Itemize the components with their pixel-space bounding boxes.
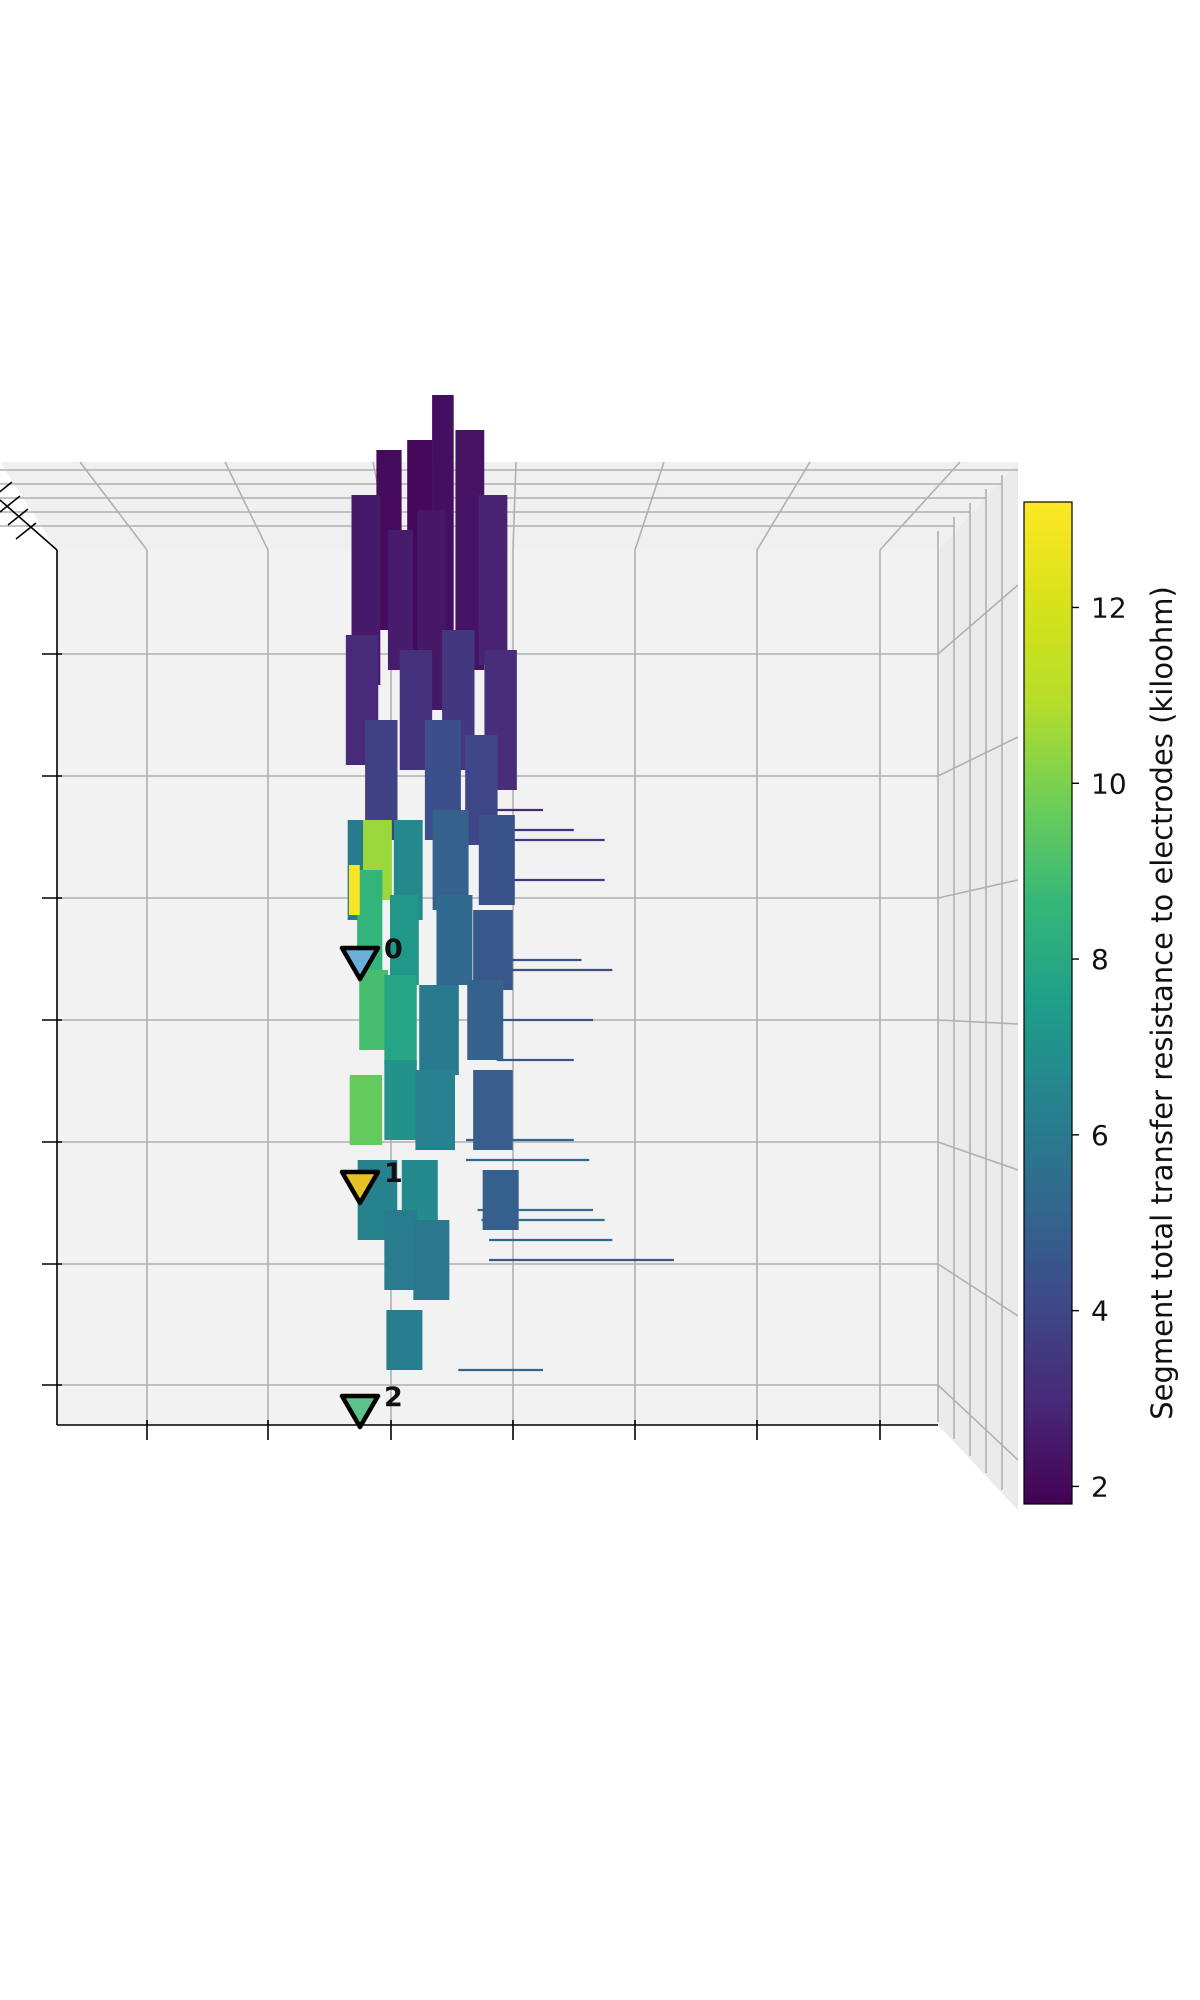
- grid-line-right: [937, 1141, 1019, 1171]
- colorbar-tick-label: 10: [1091, 767, 1127, 800]
- grid-line-top: [756, 461, 811, 551]
- colorbar-tick-label: 4: [1091, 1295, 1109, 1328]
- dendrite-segment: [467, 980, 504, 1060]
- grid-line-top: [512, 461, 517, 551]
- dendrite-segment: [386, 1310, 423, 1370]
- grid-line-right: [937, 1019, 1019, 1025]
- colorbar-label: Segment total transfer resistance to ele…: [1145, 586, 1179, 1420]
- tick-y: [0, 481, 13, 493]
- grid-line-top: [634, 461, 665, 551]
- electrode-label: 0: [384, 934, 403, 965]
- grid-line-top: [224, 461, 269, 551]
- tick-y: [15, 522, 37, 540]
- colorbar-gradient: [1023, 501, 1073, 1505]
- electrode-marker: [339, 1169, 381, 1206]
- dendrite-segment: [387, 530, 414, 670]
- dendrite-segment: [473, 910, 513, 990]
- dendrite-segment: [384, 1210, 417, 1290]
- dendrite-segment: [432, 810, 469, 910]
- electrode-marker: [339, 945, 381, 982]
- axis-spine-y: [0, 499, 58, 551]
- grid-line-right: [937, 736, 1019, 777]
- colorbar-tick-label: 6: [1091, 1119, 1109, 1152]
- pane-right: [938, 462, 1018, 1510]
- dendrite-segment: [384, 1060, 417, 1140]
- dendrite-segment: [419, 985, 459, 1075]
- grid-line-top: [79, 461, 148, 551]
- dendrite-segment: [478, 815, 515, 905]
- dendrite-segment: [349, 1075, 383, 1145]
- dendrite-segment: [415, 1070, 455, 1150]
- electrodes: 0 1 2: [339, 934, 403, 1430]
- colorbar-tick-label: 12: [1091, 591, 1127, 624]
- grid-line-right: [937, 584, 1019, 655]
- dendrite-segment: [478, 495, 508, 665]
- dendrite-segment: [384, 975, 417, 1065]
- dendrite-segment: [473, 1070, 513, 1150]
- morphology: [345, 395, 674, 1372]
- grid-line-right: [937, 1384, 1019, 1461]
- electrode-label: 1: [384, 1158, 403, 1189]
- dendrite-segment: [436, 895, 473, 985]
- grid-line-right: [937, 1263, 1019, 1317]
- axis-ticks: [0, 481, 938, 1440]
- dendrite-segment: [348, 865, 360, 915]
- colorbar: 2 4 6 8 10 12 Segment total transfer resistan…: [1023, 501, 1179, 1505]
- tick-y: [7, 508, 29, 526]
- electrode-marker: [339, 1393, 381, 1430]
- colorbar-tick-label: 8: [1091, 943, 1109, 976]
- pane-top: [0, 462, 1018, 550]
- electrode-label: 2: [384, 1382, 403, 1413]
- dendrite-segment: [359, 970, 388, 1050]
- colorbar-tick-label: 2: [1091, 1470, 1109, 1503]
- tick-y: [0, 495, 21, 513]
- dendrite-segment: [482, 1170, 519, 1230]
- dendrite-segment: [413, 1220, 450, 1300]
- grid-line-right: [937, 879, 1019, 899]
- grid-line-top: [879, 461, 961, 551]
- colorbar-ticks: 2 4 6 8 10 12: [1072, 591, 1127, 1503]
- dendrite-segment: [390, 895, 419, 985]
